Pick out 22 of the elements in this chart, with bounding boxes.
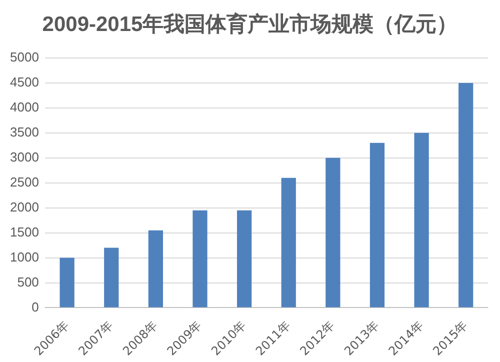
bar [414,132,429,308]
bar [326,158,340,308]
bar [60,258,74,308]
y-tick-label: 4000 [10,100,39,115]
y-tick-label: 1000 [10,249,39,264]
bar [236,210,252,308]
bar [458,82,474,308]
bar [104,248,119,308]
chart-title: 2009-2015年我国体育产业市场规模（亿元） [41,11,459,38]
y-tick-label: 0 [32,299,39,314]
y-tick-label: 3500 [10,124,39,140]
bar [148,230,163,308]
y-tick-label: 4500 [10,74,39,90]
y-tick-label: 500 [17,274,39,290]
bar [281,178,296,308]
y-tick-label: 2500 [10,174,39,190]
y-tick-label: 3000 [10,149,39,164]
y-tick-label: 2000 [10,199,39,214]
bar [192,210,208,308]
y-tick-label: 5000 [10,50,39,65]
bar [370,142,385,308]
y-tick-label: 1500 [10,224,39,240]
